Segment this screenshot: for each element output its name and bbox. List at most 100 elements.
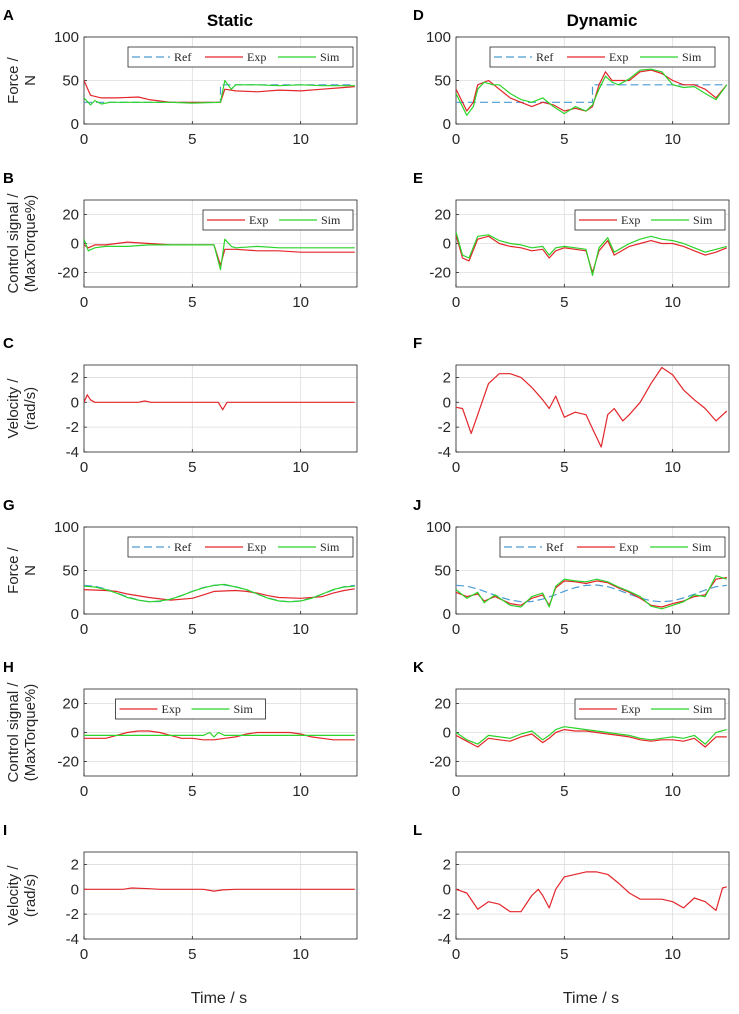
series-group (456, 231, 728, 276)
panel-letter: G (3, 497, 15, 514)
x-tick-label: 10 (664, 783, 681, 800)
y-tick-label: -20 (429, 265, 451, 282)
x-tick-label: 5 (560, 783, 568, 800)
series-line-ref (84, 84, 355, 103)
y-tick-label: 50 (434, 73, 451, 90)
legend: Ref Exp Sim (499, 536, 726, 558)
y-tick-label: -4 (66, 931, 79, 948)
panel-letter: K (413, 659, 424, 676)
x-tick-label: 0 (80, 294, 88, 311)
legend-label-ref: Ref (546, 540, 563, 554)
y-axis-label: (rad/s) (22, 874, 39, 917)
legend-label-sim: Sim (321, 213, 341, 227)
y-axis-label: N (22, 75, 39, 86)
series-line-sim (456, 68, 728, 116)
legend-label-exp: Exp (619, 540, 638, 554)
legend-box (202, 209, 354, 231)
series-line-exp (456, 576, 727, 608)
y-tick-label: -4 (66, 444, 79, 461)
y-tick-label: 50 (62, 563, 79, 580)
legend-label-sim: Sim (692, 540, 712, 554)
y-tick-label: 0 (443, 116, 451, 133)
y-axis-label: Velocity / (5, 378, 22, 439)
x-tick-label: 10 (292, 783, 309, 800)
y-axis-label: (rad/s) (22, 387, 39, 430)
x-tick-label: 0 (80, 131, 88, 148)
y-tick-label: -20 (57, 265, 79, 282)
series-line-exp (456, 69, 728, 112)
x-tick-label: 0 (80, 459, 88, 476)
series-line-sim (456, 231, 727, 276)
x-tick-label: 5 (560, 294, 568, 311)
series-group (84, 887, 355, 892)
x-tick-label: 5 (560, 459, 568, 476)
y-tick-label: 0 (443, 236, 451, 253)
x-tick-label: 10 (292, 294, 309, 311)
legend: Exp Sim (574, 698, 726, 720)
x-tick-label: 10 (292, 131, 309, 148)
panel-f: 0 5 10 -4 -2 0 2 F (413, 335, 730, 476)
legend-label-sim: Sim (693, 702, 713, 716)
y-tick-label: 20 (434, 207, 451, 224)
series-line-exp (456, 871, 727, 913)
series-line-sim (84, 583, 355, 603)
series-line-sim (84, 731, 355, 738)
panel-letter: B (3, 170, 14, 187)
y-tick-label: 0 (71, 394, 79, 411)
y-axis-label: Force / (5, 56, 22, 104)
x-tick-label: 0 (80, 621, 88, 638)
series-line-ref (456, 84, 727, 103)
y-tick-label: 50 (434, 563, 451, 580)
panel-letter: F (413, 335, 422, 352)
legend-label-exp: Exp (609, 50, 628, 64)
legend-label-sim: Sim (320, 50, 340, 64)
series-line-sim (456, 575, 727, 610)
axes-box (83, 851, 358, 940)
y-tick-label: 0 (443, 881, 451, 898)
column-title-dynamic: Dynamic (567, 11, 638, 30)
series-group (84, 730, 355, 741)
x-tick-label: 0 (80, 783, 88, 800)
y-axis-label: Control signal / (5, 682, 22, 783)
legend: Exp Sim (202, 209, 354, 231)
legend-box (574, 209, 726, 231)
panel-letter: J (413, 497, 421, 514)
x-tick-label: 5 (188, 946, 196, 963)
y-axis-label: Velocity / (5, 865, 22, 926)
y-tick-label: 50 (62, 73, 79, 90)
series-group (84, 238, 355, 271)
series-line-sim (84, 238, 355, 271)
series-line-ref (456, 584, 727, 603)
x-tick-label: 10 (664, 946, 681, 963)
legend-label-sim: Sim (693, 213, 713, 227)
y-tick-label: 100 (426, 519, 451, 536)
x-tick-label: 0 (452, 946, 460, 963)
panel-letter: D (413, 7, 424, 24)
y-tick-label: 0 (71, 116, 79, 133)
panel-c: 0 5 10 -4 -2 0 2 Velocity / (rad/s) C (3, 335, 358, 476)
legend-label-sim: Sim (234, 702, 254, 716)
y-tick-label: 0 (71, 725, 79, 742)
series-line-exp (84, 80, 355, 103)
axes-box (455, 364, 730, 453)
series-line-exp (84, 887, 355, 892)
series-line-exp (456, 234, 728, 274)
y-tick-label: 2 (71, 369, 79, 386)
y-tick-label: 0 (443, 725, 451, 742)
series-line-exp (84, 241, 355, 266)
legend-label-exp: Exp (621, 213, 640, 227)
legend-label-ref: Ref (174, 540, 191, 554)
legend-label-sim: Sim (682, 50, 702, 64)
y-tick-label: 0 (71, 881, 79, 898)
series-line-exp (84, 730, 355, 741)
series-line-exp (456, 729, 727, 748)
legend: Ref Exp Sim (489, 46, 716, 68)
panel-letter: A (3, 7, 14, 24)
